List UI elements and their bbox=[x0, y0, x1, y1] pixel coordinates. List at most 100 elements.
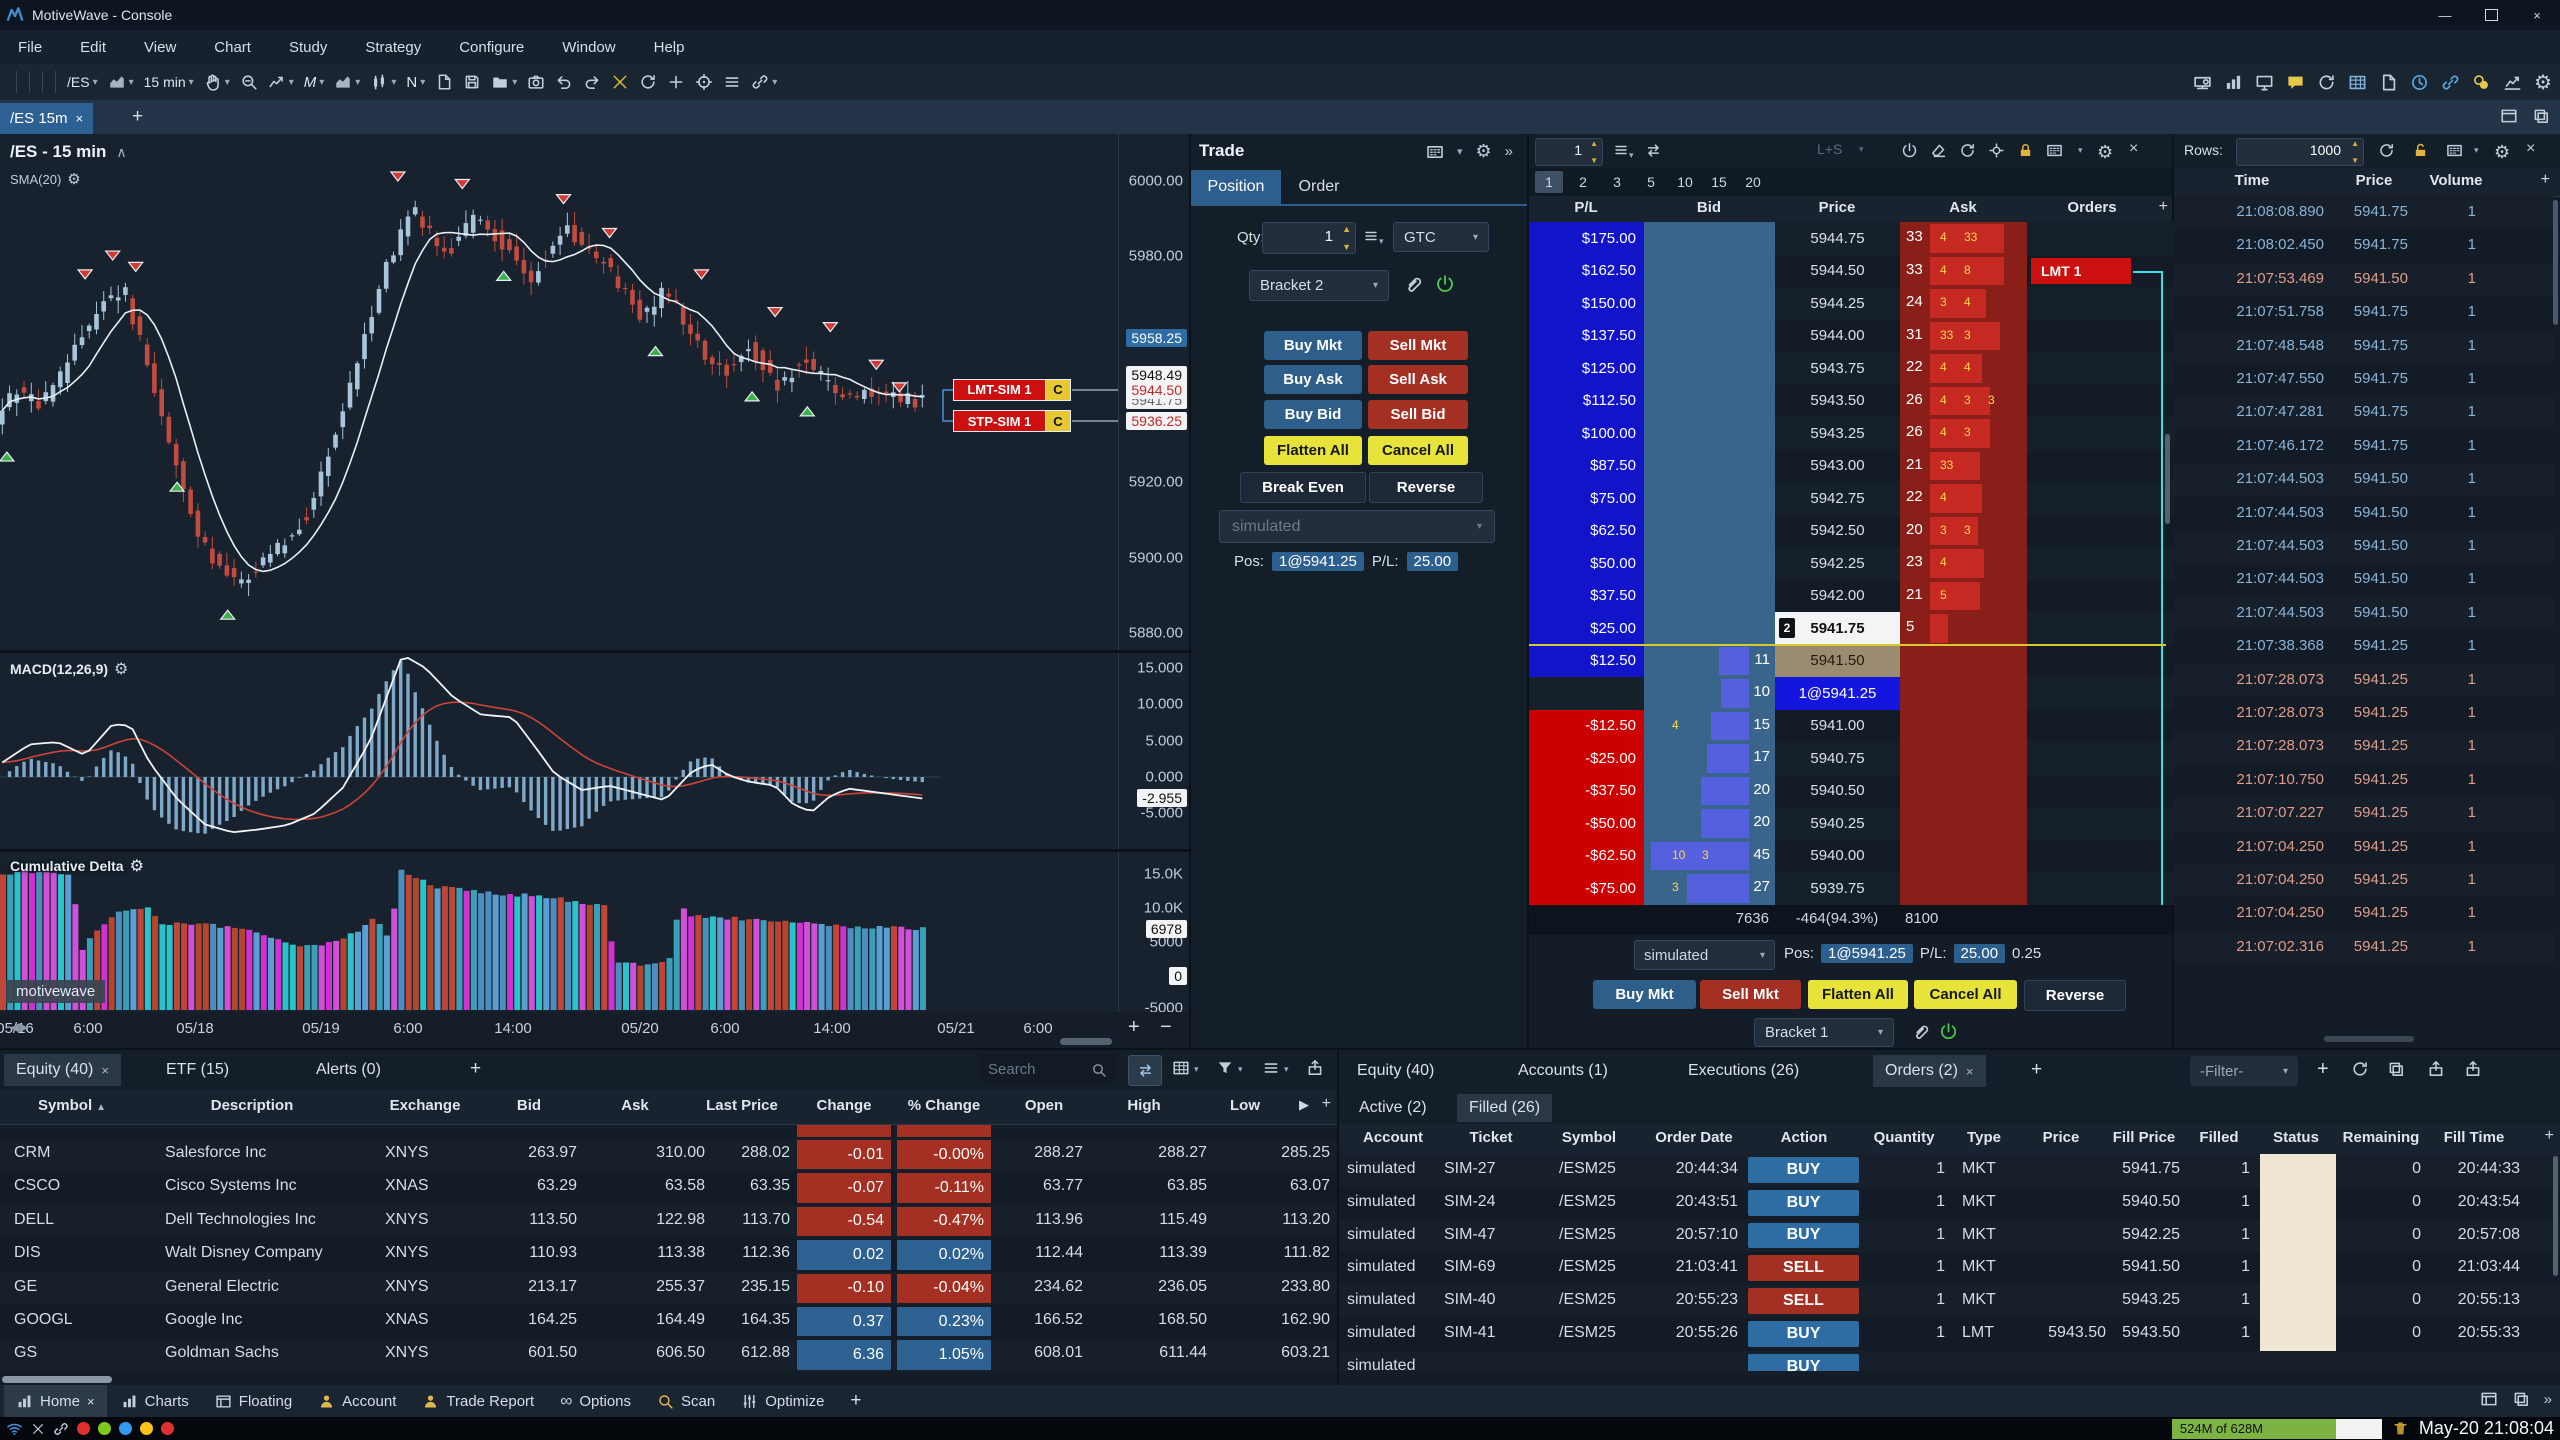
clipI-icon[interactable] bbox=[1911, 1022, 1930, 1041]
menu-item-help[interactable]: Help bbox=[653, 38, 685, 56]
orders-filter-select[interactable]: -Filter- ▾ bbox=[2190, 1056, 2298, 1086]
toolbar-pattern-tool[interactable]: M ▾ bbox=[299, 68, 330, 96]
watchlist-link-toggle[interactable] bbox=[1128, 1055, 1162, 1086]
buy-bid-button[interactable]: Buy Bid bbox=[1264, 400, 1362, 429]
bracket-select[interactable]: Bracket 2 ▾ bbox=[1249, 270, 1389, 301]
orders-add-button[interactable]: + bbox=[2317, 1058, 2329, 1080]
sell-bid-button[interactable]: Sell Bid bbox=[1368, 400, 1468, 429]
watchlist-tab-3[interactable]: Alerts (0) bbox=[304, 1054, 393, 1086]
dom-orders-cell[interactable] bbox=[2027, 287, 2157, 320]
qty-input[interactable]: 1 ▲ ▼ bbox=[1262, 222, 1356, 254]
dom-orders-cell[interactable] bbox=[2027, 710, 2157, 743]
dom-orders-cell[interactable]: LMT 1 bbox=[2027, 255, 2157, 288]
dom-price-cell[interactable]: 5940.00 bbox=[1810, 847, 1865, 865]
toolbar-dom-clear[interactable] bbox=[1930, 142, 1947, 164]
dom-bid-cell[interactable]: 17 bbox=[1644, 742, 1775, 775]
refresh-icon[interactable] bbox=[2351, 1060, 2369, 1078]
tape-settings[interactable]: ⚙ bbox=[2494, 142, 2510, 163]
tape-row[interactable]: 21:07:28.073 5941.25 1 bbox=[2174, 730, 2554, 764]
chat-icon[interactable] bbox=[2286, 73, 2305, 92]
toolbar-tape-layout[interactable] bbox=[2446, 142, 2463, 164]
maximize-button[interactable] bbox=[2468, 0, 2514, 30]
dom-sell-mkt-button[interactable]: Sell Mkt bbox=[1700, 980, 1801, 1009]
toolbar-symbol-select[interactable]: /ES ▾ bbox=[62, 68, 103, 96]
refresh-icon[interactable] bbox=[2378, 142, 2395, 159]
attach-bracket-icon[interactable] bbox=[1403, 274, 1423, 299]
dom-ask-cell[interactable] bbox=[1900, 709, 2027, 742]
tape-row[interactable]: 21:07:53.469 5941.50 1 bbox=[2174, 262, 2554, 297]
dom-ask-cell[interactable] bbox=[1900, 807, 2027, 840]
menu-item-view[interactable]: View bbox=[144, 38, 177, 56]
tape-add-column-button[interactable]: + bbox=[2540, 171, 2550, 188]
exportI-icon[interactable] bbox=[1306, 1059, 1324, 1077]
dom-bid-cell[interactable]: 20 bbox=[1644, 774, 1775, 807]
dom-row[interactable]: $125.00 5943.75 22 4 4 bbox=[1529, 352, 2174, 385]
h-scrollbar-handle[interactable] bbox=[1060, 1038, 1112, 1045]
dom-price-cell[interactable]: 5942.00 bbox=[1810, 587, 1865, 605]
power-icon[interactable] bbox=[1939, 1022, 1958, 1041]
dom-row[interactable]: $62.50 5942.50 20 3 3 bbox=[1529, 514, 2174, 547]
zoom-in-button[interactable]: + bbox=[1128, 1016, 1140, 1038]
tape-row[interactable]: 21:07:46.172 5941.75 1 bbox=[2174, 429, 2554, 464]
watchlist-row[interactable]: DIS Walt Disney Company XNYS 110.93 113.38 11… bbox=[0, 1238, 1337, 1272]
dom-price-cell[interactable]: 5944.75 bbox=[1810, 229, 1865, 247]
buy-ask-button[interactable]: Buy Ask bbox=[1264, 365, 1362, 394]
tape-row[interactable]: 21:07:04.250 5941.25 1 bbox=[2174, 830, 2554, 864]
dom-ask-cell[interactable] bbox=[1900, 839, 2027, 872]
toolbar-pan-tool[interactable]: ▾ bbox=[199, 68, 235, 96]
copyI-icon[interactable] bbox=[2532, 107, 2550, 125]
qty-up-icon[interactable]: ▲ bbox=[1342, 224, 1351, 234]
dom-ask-cell[interactable]: 5 bbox=[1900, 612, 2027, 645]
account-select[interactable]: simulated ▾ bbox=[1219, 510, 1495, 543]
menu-item-chart[interactable]: Chart bbox=[214, 38, 251, 56]
taskbar-tab-scan[interactable]: Scan bbox=[645, 1385, 727, 1417]
tape-row[interactable]: 21:07:44.503 5941.50 1 bbox=[2174, 563, 2554, 597]
domGrid-icon[interactable] bbox=[2046, 142, 2063, 159]
delta-pane[interactable]: Cumulative Delta ⚙ 15.0K 10.0K 5000 -5000 6978… bbox=[0, 852, 1189, 1012]
tape-close-icon[interactable]: × bbox=[2526, 140, 2536, 157]
dom-bid-cell[interactable]: 20 bbox=[1644, 807, 1775, 840]
dom-bid-cell[interactable] bbox=[1644, 612, 1775, 645]
sell-mkt-button[interactable]: Sell Mkt bbox=[1368, 331, 1468, 360]
orders-row[interactable]: simulated SIM-24/ESM25 20:43:51 BUY 1 MKT 5940… bbox=[1339, 1186, 2560, 1220]
zoom-out-button[interactable]: − bbox=[1160, 1016, 1172, 1038]
dom-price-cell[interactable]: 5941.50 bbox=[1775, 644, 1900, 677]
dom-bid-cell[interactable] bbox=[1644, 319, 1775, 352]
toolbar-reload-data[interactable] bbox=[634, 68, 662, 96]
toolbar-undo[interactable] bbox=[550, 68, 578, 96]
orders-row[interactable]: simulated SIM-69/ESM25 21:03:41 SELL 1 MKT 594… bbox=[1339, 1252, 2560, 1286]
dom-ask-cell[interactable]: 31 33 3 bbox=[1900, 319, 2027, 352]
funnel-icon[interactable] bbox=[1216, 1059, 1234, 1077]
tape-layout-caret-icon[interactable]: ▾ bbox=[2474, 145, 2479, 155]
dom-orders-cell[interactable] bbox=[2027, 872, 2157, 905]
chart-panel[interactable]: /ES - 15 min ∧ SMA(20) ⚙ LMT-SIM 1 C STP-SIM 1… bbox=[0, 134, 1189, 1048]
taskbar-overflow-icon[interactable]: » bbox=[2543, 1390, 2552, 1408]
taskbar-tab-account[interactable]: Account bbox=[306, 1385, 408, 1417]
dom-bid-cell[interactable] bbox=[1644, 547, 1775, 580]
dom-bid-cell[interactable] bbox=[1644, 352, 1775, 385]
dom-row[interactable]: -$37.50 20 5940.50 bbox=[1529, 774, 2174, 807]
dom-ask-cell[interactable] bbox=[1900, 872, 2027, 905]
clock-icon[interactable] bbox=[2410, 73, 2429, 92]
dom-bid-cell[interactable] bbox=[1644, 482, 1775, 515]
minimize-button[interactable]: — bbox=[2438, 7, 2452, 23]
wl-add-column-button[interactable]: + bbox=[1321, 1095, 1331, 1112]
trash-icon[interactable] bbox=[2392, 1420, 2409, 1437]
projector-icon[interactable] bbox=[2193, 73, 2212, 92]
dom-bid-cell[interactable] bbox=[1644, 254, 1775, 287]
dom-orders-cell[interactable] bbox=[2027, 677, 2157, 710]
gear-icon[interactable]: ⚙ bbox=[2494, 142, 2511, 162]
toolbar-orders-layers[interactable] bbox=[2387, 1060, 2405, 1083]
copyI-icon[interactable] bbox=[2512, 1390, 2530, 1408]
watchlist-tab-close-icon[interactable]: × bbox=[101, 1062, 109, 1078]
dom-price-cell[interactable]: 5944.25 bbox=[1810, 294, 1865, 312]
dom-row[interactable]: -$75.00 27 3 5939.75 bbox=[1529, 872, 2174, 905]
dom-bid-cell[interactable]: 15 4 bbox=[1644, 709, 1775, 742]
chart-tab-close-icon[interactable]: × bbox=[75, 111, 84, 126]
toolbar-dom-center[interactable] bbox=[1988, 142, 2005, 164]
dom-bid-cell[interactable]: 45 10 3 bbox=[1644, 839, 1775, 872]
dom-row[interactable]: $112.50 5943.50 26 4 3 3 bbox=[1529, 384, 2174, 417]
tape-row[interactable]: 21:07:04.250 5941.25 1 bbox=[2174, 897, 2554, 931]
tape-row[interactable]: 21:07:44.503 5941.50 1 bbox=[2174, 496, 2554, 530]
